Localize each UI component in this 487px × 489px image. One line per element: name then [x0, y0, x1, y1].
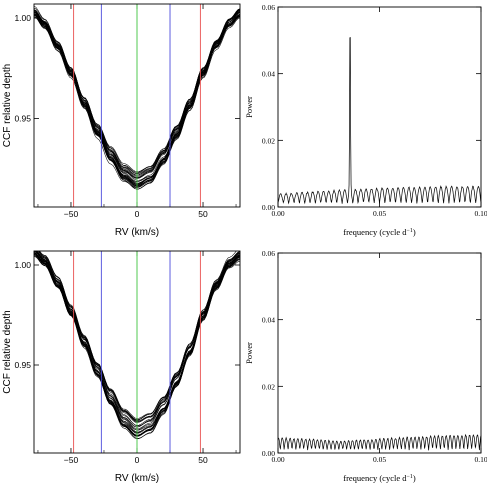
x-tick-label: −50	[64, 209, 79, 219]
x-axis-label-tail: )	[413, 473, 416, 483]
x-tick-label: 0.00	[271, 209, 284, 218]
y-axis-label: CCF relative depth	[2, 310, 13, 393]
y-axis-label: Power	[244, 342, 254, 364]
x-tick-label: 0.05	[373, 455, 386, 464]
y-tick-label: 1.00	[14, 13, 31, 23]
x-tick-label: 50	[198, 455, 208, 465]
y-axis-label: CCF relative depth	[2, 64, 13, 147]
plot-frame	[277, 6, 482, 208]
x-axis-label-tail: )	[413, 227, 416, 237]
x-axis-label: frequency (cycle d−1)	[343, 227, 416, 237]
x-tick-label: 0.05	[373, 209, 386, 218]
ccf-top-panel: −50 0 50 0.95 1.00 RV (km/s) CCF relative dept…	[2, 3, 241, 238]
power-top-panel: 0.00 0.05 0.10 0.00 0.02 0.04 0.06 frequency (c…	[244, 3, 487, 237]
y-axis-label: Power	[244, 96, 254, 118]
y-tick-label: 0.00	[262, 203, 275, 212]
x-tick-label: 50	[198, 209, 208, 219]
ccf-bottom-panel: −50 0 50 0.95 1.00 RV (km/s) CCF relative dept…	[2, 250, 241, 484]
plot-frame	[33, 3, 241, 208]
y-tick-label: 0.02	[262, 382, 275, 391]
y-tick-label: 0.06	[262, 3, 275, 12]
x-axis-label: frequency (cycle d−1)	[343, 473, 416, 483]
x-axis-label-sup: −1	[407, 228, 413, 234]
x-tick-label: 0	[135, 209, 140, 219]
x-tick-label: 0.10	[474, 209, 487, 218]
plot-frame	[277, 252, 482, 454]
y-tick-label: 0.04	[262, 316, 275, 325]
power-bottom-panel: 0.00 0.05 0.10 0.00 0.02 0.04 0.06 frequency (c…	[244, 249, 487, 483]
y-tick-label: 0.02	[262, 136, 275, 145]
x-axis-label: RV (km/s)	[115, 227, 159, 238]
periodogram-line	[277, 433, 482, 451]
x-tick-label: 0	[135, 455, 140, 465]
plot-frame	[33, 250, 241, 454]
y-tick-label: 0.04	[262, 70, 275, 79]
y-tick-label: 0.95	[14, 114, 31, 124]
x-tick-label: 0.10	[474, 455, 487, 464]
y-tick-label: 1.00	[14, 260, 31, 270]
x-tick-label: −50	[64, 455, 79, 465]
x-axis-label-sup: −1	[407, 474, 413, 480]
periodogram-line	[277, 37, 482, 205]
x-tick-label: 0.00	[271, 455, 284, 464]
y-tick-label: 0.06	[262, 249, 275, 258]
x-axis-label: RV (km/s)	[115, 473, 159, 484]
y-tick-label: 0.95	[14, 360, 31, 370]
y-tick-label: 0.00	[262, 449, 275, 458]
